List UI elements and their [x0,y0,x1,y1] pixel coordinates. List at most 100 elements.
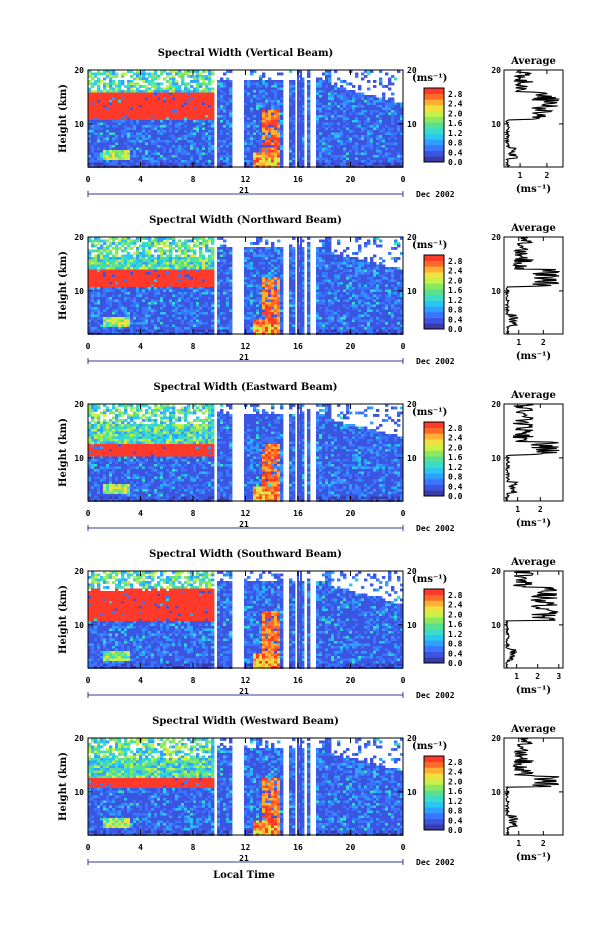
profile-y-tick: 10 [491,287,501,296]
panel-title: Spectral Width (Northward Beam) [149,215,342,226]
x-tick-label: 0 [401,509,406,518]
y-tick-label-right: 20 [407,567,417,576]
x-tick-label: 20 [346,676,356,685]
x-tick-label: 12 [241,676,251,685]
profile-x-tick: 2 [538,505,543,514]
profile-line [503,570,559,669]
colorbar-frame [423,421,445,497]
colorbar-unit: (ms⁻¹) [412,407,447,418]
y-tick-label: 10 [74,287,84,296]
colorbar-tick: 1.6 [448,119,463,128]
colorbar-tick: 0.8 [448,306,463,315]
y-tick-label: 10 [74,788,84,797]
colorbar-tick: 2.4 [448,768,463,777]
colorbar-tick: 2.8 [448,424,463,433]
profile-x-tick: 1 [514,672,519,681]
profile-x-tick: 1 [515,505,520,514]
colorbar-tick: 0.0 [448,492,463,501]
colorbar: (ms⁻¹)2.82.42.01.61.20.80.40.0 [412,407,463,501]
y-tick-label-right: 10 [407,454,417,463]
y-tick-label-right: 20 [407,66,417,75]
average-profile: Average 20 10 1 2 (ms⁻¹) [491,56,564,195]
heatmap-cells [88,571,404,669]
colorbar-tick: 1.2 [448,296,463,305]
heatmap-cells [88,738,404,836]
x-tick-label: 0 [86,175,91,184]
y-tick-label-right: 10 [407,287,417,296]
profile-frame [503,403,564,502]
colorbar-frame [423,254,445,330]
x-tick-label: 4 [138,342,143,351]
x-tick-label: 8 [191,509,196,518]
day-label: 21 [239,687,249,696]
y-tick-label-right: 20 [407,734,417,743]
x-tick-label: 0 [401,676,406,685]
profile-y-tick: 20 [491,567,501,576]
y-tick-label-right: 10 [407,621,417,630]
x-tick-label: 8 [191,342,196,351]
colorbar-tick: 2.4 [448,601,463,610]
colorbar-tick: 1.6 [448,453,463,462]
colorbar: (ms⁻¹)2.82.42.01.61.20.80.40.0 [412,240,463,334]
colorbar-tick: 2.8 [448,90,463,99]
profile-y-tick: 20 [491,400,501,409]
profile-title: Average [510,56,556,67]
date-label: Dec 2002 [416,524,455,533]
colorbar-tick: 1.2 [448,630,463,639]
y-tick-label: 10 [74,120,84,129]
x-tick-label: 20 [346,342,356,351]
x-tick-label: 12 [241,175,251,184]
date-label: Dec 2002 [416,858,455,867]
profile-x-tick: 2 [535,672,540,681]
profile-y-tick: 10 [491,788,501,797]
profile-line [503,737,560,836]
profile-x-label: (ms⁻¹) [516,184,551,195]
x-tick-label: 12 [241,342,251,351]
y-tick-label: 10 [74,621,84,630]
profile-line [503,236,561,335]
colorbar-tick: 0.0 [448,826,463,835]
day-label: 21 [239,186,249,195]
colorbar-tick: 0.0 [448,325,463,334]
colorbar-tick: 0.0 [448,158,463,167]
colorbar-tick: 2.8 [448,257,463,266]
colorbar: (ms⁻¹)2.82.42.01.61.20.80.40.0 [412,574,463,668]
x-tick-label: 0 [86,676,91,685]
colorbar-tick: 0.4 [448,315,463,324]
profile-y-tick: 10 [491,621,501,630]
x-tick-label: 16 [293,175,303,184]
y-axis-label: Height (km) [58,418,69,487]
colorbar-tick: 1.6 [448,286,463,295]
heatmap-cells [88,404,404,502]
y-tick-label-right: 20 [407,400,417,409]
x-tick-label: 0 [401,843,406,852]
y-tick-label: 20 [74,567,84,576]
panel-title: Spectral Width (Vertical Beam) [158,48,334,59]
profile-frame [503,236,564,335]
colorbar-tick: 2.0 [448,276,463,285]
average-profile: Average 20 10 1 2 (ms⁻¹) [491,390,564,529]
profile-x-tick: 2 [541,338,546,347]
profile-x-tick: 1 [518,171,523,180]
y-tick-label: 10 [74,454,84,463]
y-axis-label: Height (km) [58,752,69,821]
y-axis-label: Height (km) [58,251,69,320]
date-label: Dec 2002 [416,691,455,700]
x-tick-label: 4 [138,676,143,685]
profile-title: Average [510,557,556,568]
panel-title: Spectral Width (Eastward Beam) [153,382,337,393]
profile-x-label: (ms⁻¹) [516,518,551,529]
x-tick-label: 16 [293,342,303,351]
colorbar-tick: 2.4 [448,434,463,443]
x-tick-label: 16 [293,509,303,518]
y-tick-label-right: 10 [407,788,417,797]
colorbar-tick: 0.8 [448,807,463,816]
profile-y-tick: 10 [491,120,501,129]
x-tick-label: 4 [138,175,143,184]
colorbar-tick: 0.4 [448,816,463,825]
